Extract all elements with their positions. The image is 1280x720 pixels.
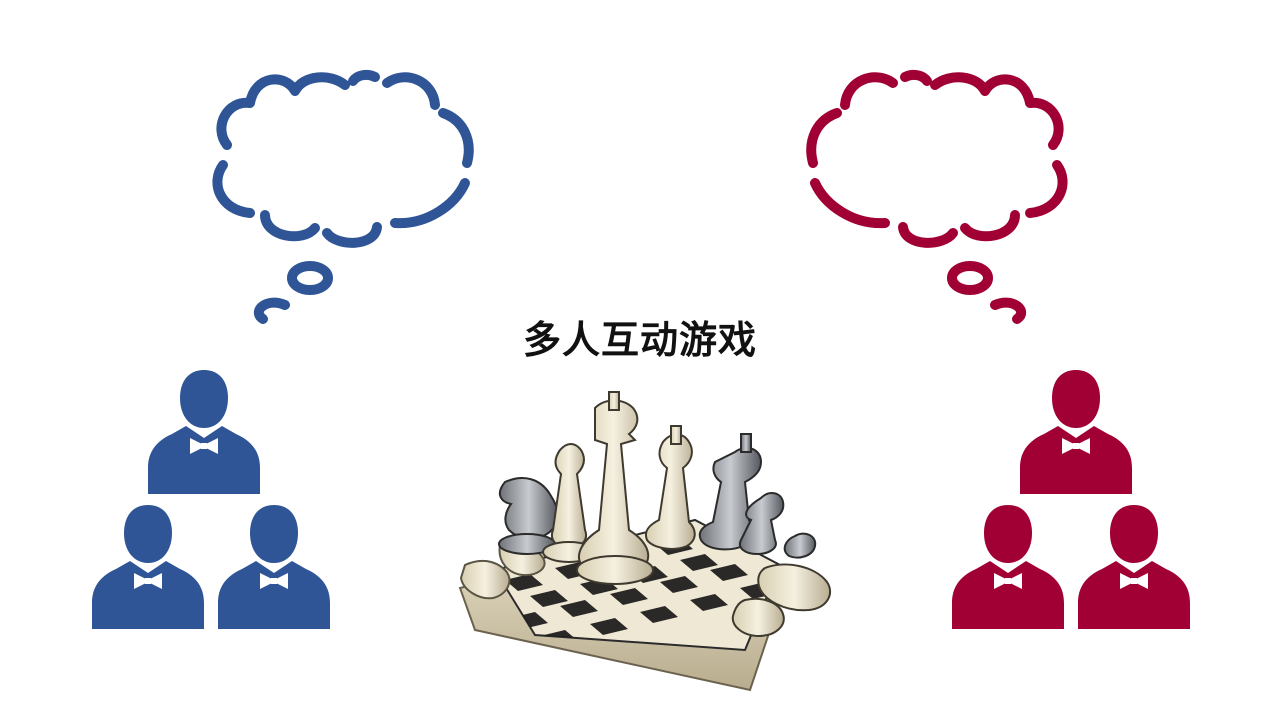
chess-set-icon [458,391,832,692]
person-icon [1020,370,1132,494]
slide-title: 多人互动游戏 [522,318,757,362]
thought-bubble-left-icon [212,69,474,324]
person-icon [148,370,260,494]
person-icon [218,505,330,629]
person-icon [952,505,1064,629]
thought-bubble-right-icon [806,69,1068,324]
person-icon [92,505,204,629]
person-icon [1078,505,1190,629]
